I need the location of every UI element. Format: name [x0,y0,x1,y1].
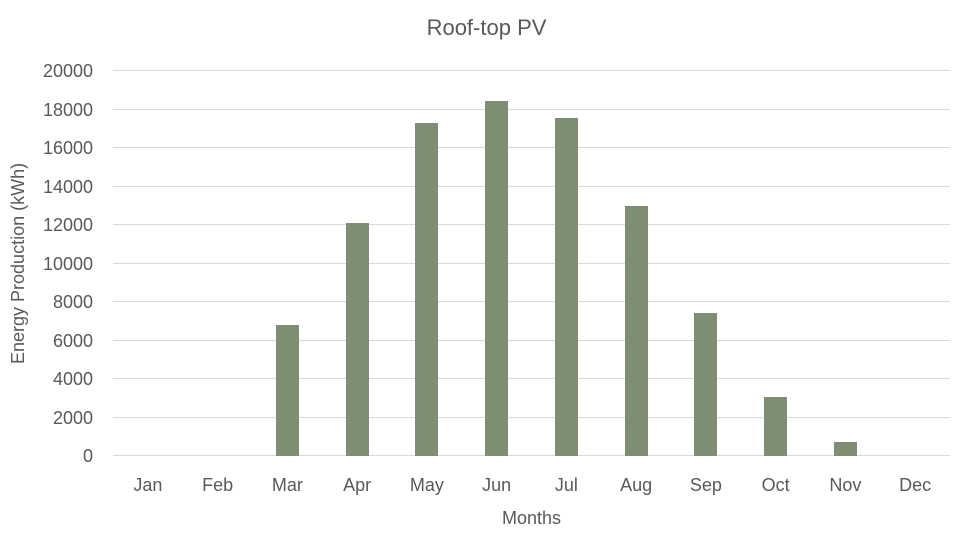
y-tick-label: 20000 [42,61,93,81]
y-tick-label: 12000 [42,215,93,235]
gridline [113,262,950,264]
bar-column-jan [113,71,183,456]
bar-column-apr [322,71,392,456]
bar-column-oct [741,71,811,456]
gridline [113,416,950,418]
x-axis-title: Months [501,508,562,528]
y-tick-label: 10000 [42,253,93,274]
bar-column-may [392,71,462,456]
y-tick-label: 16000 [42,138,93,158]
x-axis-tick-labels: Jan Feb Mar Apr May Jun Jul Aug Sep Oct Nov Dec [113,474,950,496]
y-tick-label: 18000 [42,99,93,120]
x-tick-label: Jan [133,475,163,495]
x-tick-label: Sep [689,475,722,495]
gridline [113,185,950,187]
bar-jul [554,118,578,456]
x-tick-label: Mar [271,475,303,495]
gridline [113,224,950,225]
x-tick-label: Nov [829,475,862,495]
bar-column-jun [462,71,532,456]
gridline [113,339,950,341]
bar-jun [485,100,509,456]
gridline [113,108,950,110]
bar-series [113,71,950,456]
x-tick-label: Aug [620,475,653,495]
chart-title: Roof-top PV [426,15,547,40]
bar-column-sep [671,71,741,456]
y-axis-tick-labels: 0 2000 4000 6000 8000 10000 12000 14000 16000 180… [0,61,93,466]
y-tick-label: 4000 [52,369,93,389]
bar-column-mar [253,71,323,456]
bar-column-feb [183,71,253,456]
x-tick-label: Dec [899,475,932,495]
bar-column-dec [880,71,950,456]
y-tick-label: 14000 [42,176,93,197]
bar-sep [694,312,718,456]
bar-column-nov [811,71,881,456]
bar-may [415,122,439,456]
gridline [113,378,950,379]
bar-mar [275,325,299,456]
bar-apr [345,223,369,456]
bar-oct [764,396,788,456]
gridline [113,455,950,456]
bar-nov [833,441,857,456]
x-tick-label: May [409,475,444,495]
y-tick-label: 2000 [52,407,93,428]
x-tick-label: Jun [482,475,512,495]
y-tick-label: 0 [82,446,93,466]
x-tick-label: Oct [761,475,790,495]
gridline [113,70,950,71]
x-tick-label: Feb [202,475,234,495]
bar-column-jul [532,71,602,456]
x-tick-label: Jul [554,475,578,495]
y-tick-label: 6000 [52,330,93,351]
plot-area [113,70,950,456]
bar-column-aug [601,71,671,456]
bar-aug [624,205,648,456]
gridline [113,147,950,148]
x-tick-label: Apr [343,475,372,495]
y-tick-label: 8000 [52,292,93,312]
gridline [113,301,950,302]
